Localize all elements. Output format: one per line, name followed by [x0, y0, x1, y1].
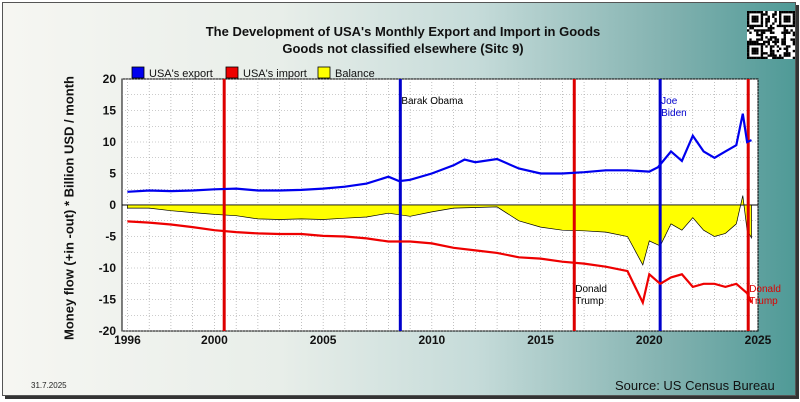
export-line: [127, 113, 752, 193]
y-tick-label: 20: [103, 72, 117, 86]
event-label: Joe: [661, 96, 678, 107]
y-tick-label: 10: [103, 135, 117, 149]
event-label: Biden: [661, 108, 687, 119]
x-tick-label: 1996: [114, 333, 141, 347]
x-tick-label: 2005: [310, 333, 337, 347]
x-tick-label: 2015: [527, 333, 554, 347]
legend-label: USA's import: [243, 68, 307, 80]
y-tick-label: 0: [109, 198, 116, 212]
event-label: Donald: [749, 284, 781, 295]
legend-swatch: [225, 66, 239, 79]
x-tick-label: 2020: [636, 333, 663, 347]
y-tick-label: 15: [103, 104, 117, 118]
chart-title: The Development of USA's Monthly Export …: [123, 23, 683, 57]
legend-swatch: [317, 66, 331, 79]
legend-swatch: [131, 66, 145, 79]
source-note: Source: US Census Bureau: [615, 378, 775, 393]
import-line: [127, 220, 753, 306]
date-stamp: 31.7.2025: [31, 381, 67, 390]
x-tick-label: 2000: [201, 333, 228, 347]
y-tick-label: -5: [105, 230, 116, 244]
y-tick-label: -20: [99, 324, 117, 338]
title-line-2: Goods not classified elsewhere (Sitc 9): [282, 41, 524, 56]
y-tick-label: 5: [109, 167, 116, 181]
y-tick-label: -15: [99, 293, 117, 307]
event-label: Trump: [749, 296, 778, 307]
title-line-1: The Development of USA's Monthly Export …: [205, 24, 601, 39]
event-label: Donald: [575, 284, 607, 295]
legend-label: Balance: [335, 68, 375, 80]
x-tick-label: 2010: [418, 333, 445, 347]
y-tick-label: -10: [99, 261, 117, 275]
balance-area: [127, 195, 752, 266]
event-label: Barak Obama: [401, 96, 463, 107]
event-label: Trump: [575, 296, 604, 307]
x-tick-label: 2025: [745, 333, 772, 347]
legend-label: USA's export: [149, 68, 213, 80]
qr-code-icon: [747, 11, 795, 59]
